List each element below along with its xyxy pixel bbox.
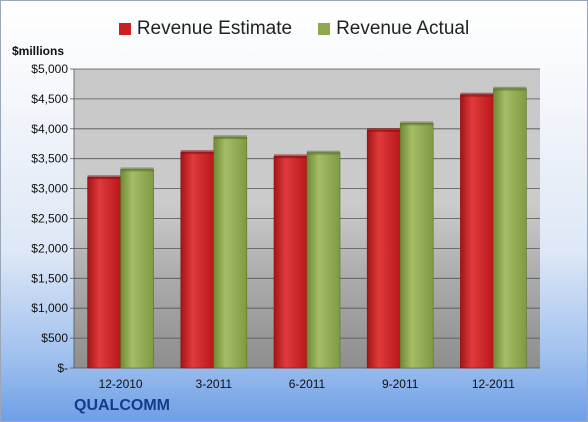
bar-revenue-actual-cap bbox=[493, 86, 527, 91]
bar-revenue-estimate-cap bbox=[274, 154, 307, 159]
bar-revenue-estimate bbox=[180, 151, 215, 369]
x-tick-label: 12-2011 bbox=[472, 377, 515, 391]
bar-revenue-actual-cap bbox=[213, 135, 247, 140]
bar-revenue-actual-cap bbox=[120, 167, 154, 172]
bar-revenue-estimate-cap bbox=[460, 92, 494, 97]
y-tick-label: $1,500 bbox=[31, 271, 68, 285]
legend-item-actual: Revenue Actual bbox=[318, 18, 469, 40]
legend-item-estimate: Revenue Estimate bbox=[118, 18, 293, 40]
y-tick-label: $5,000 bbox=[31, 62, 68, 76]
bar-revenue-actual bbox=[493, 88, 527, 369]
legend-label-actual: Revenue Actual bbox=[336, 18, 470, 39]
y-tick-label: $- bbox=[57, 361, 68, 375]
bar-revenue-actual-cap bbox=[307, 150, 340, 155]
y-tick-label: $3,500 bbox=[31, 152, 68, 166]
y-tick-label: $3,000 bbox=[31, 182, 68, 196]
y-tick-label: $4,000 bbox=[31, 122, 68, 136]
y-tick-label: $2,500 bbox=[31, 212, 68, 226]
bar-revenue-estimate bbox=[87, 176, 121, 369]
bar-revenue-estimate bbox=[460, 94, 494, 369]
bar-revenue-actual-cap bbox=[400, 121, 434, 126]
bar-revenue-actual bbox=[306, 152, 341, 369]
y-tick-label: $500 bbox=[41, 331, 68, 345]
legend: Revenue Estimate Revenue Actual bbox=[1, 17, 587, 41]
x-tick-label: 12-2010 bbox=[99, 377, 143, 391]
bar-revenue-estimate-cap bbox=[87, 175, 121, 180]
bar-revenue-actual bbox=[120, 169, 154, 369]
bar-revenue-actual bbox=[213, 136, 248, 369]
bar-revenue-actual bbox=[399, 123, 434, 369]
y-axis-unit-label: $millions bbox=[12, 44, 65, 58]
x-tick-label: 3-2011 bbox=[196, 377, 233, 391]
legend-swatch-estimate bbox=[118, 23, 131, 35]
legend-label-estimate: Revenue Estimate bbox=[136, 18, 293, 39]
company-name: QUALCOMM bbox=[74, 397, 170, 414]
bar-revenue-estimate-cap bbox=[367, 127, 401, 132]
legend-swatch-actual bbox=[318, 23, 331, 35]
x-tick-label: 6-2011 bbox=[289, 377, 326, 391]
x-tick-label: 9-2011 bbox=[382, 377, 419, 391]
bar-revenue-estimate bbox=[366, 129, 401, 369]
y-tick-label: $1,000 bbox=[31, 301, 68, 315]
y-tick-label: $4,500 bbox=[31, 92, 68, 106]
y-tick-label: $2,000 bbox=[31, 241, 68, 255]
bar-revenue-estimate bbox=[273, 156, 308, 369]
bar-revenue-estimate-cap bbox=[180, 150, 214, 155]
